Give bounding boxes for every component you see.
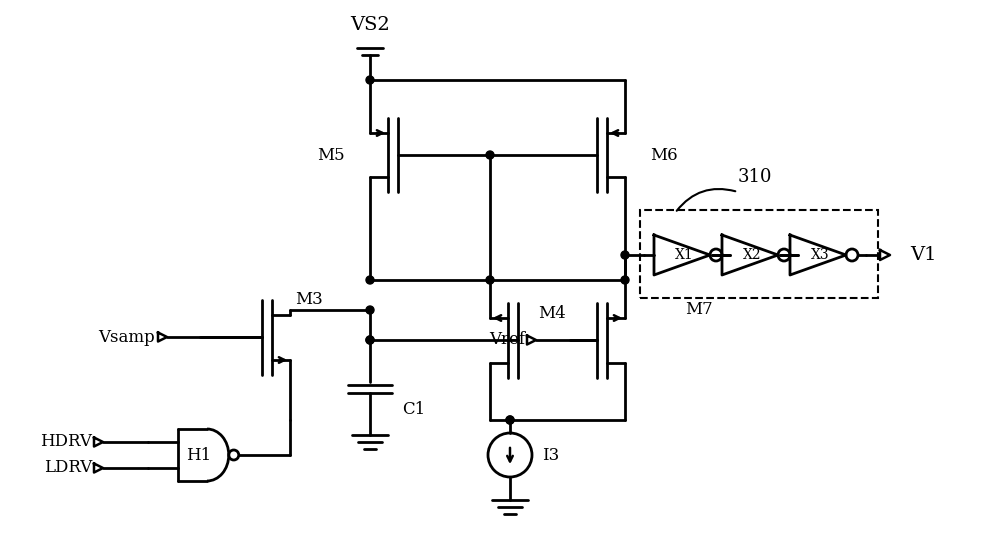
Circle shape <box>366 336 374 344</box>
Circle shape <box>366 76 374 84</box>
Bar <box>640 210 878 298</box>
Circle shape <box>366 306 374 314</box>
Circle shape <box>506 416 514 424</box>
Text: V1: V1 <box>910 246 936 264</box>
Text: M4: M4 <box>538 305 566 321</box>
Circle shape <box>506 416 514 424</box>
Text: X3: X3 <box>811 248 829 262</box>
Text: 310: 310 <box>738 168 772 186</box>
Text: H1: H1 <box>186 447 211 464</box>
Text: Vref: Vref <box>489 331 525 348</box>
Circle shape <box>621 276 629 284</box>
Text: HDRV: HDRV <box>40 433 92 450</box>
Circle shape <box>366 276 374 284</box>
Text: VS2: VS2 <box>350 16 390 34</box>
Text: X2: X2 <box>743 248 761 262</box>
Circle shape <box>621 251 629 259</box>
Text: M3: M3 <box>295 291 323 309</box>
Text: C1: C1 <box>402 402 425 418</box>
Circle shape <box>366 336 374 344</box>
Circle shape <box>486 276 494 284</box>
Text: LDRV: LDRV <box>44 459 92 476</box>
Text: Vsamp: Vsamp <box>98 329 155 346</box>
Text: X1: X1 <box>675 248 693 262</box>
Text: I3: I3 <box>542 447 559 464</box>
Text: M5: M5 <box>317 146 345 163</box>
Circle shape <box>486 151 494 159</box>
Text: M6: M6 <box>650 146 678 163</box>
Text: M7: M7 <box>685 301 713 319</box>
